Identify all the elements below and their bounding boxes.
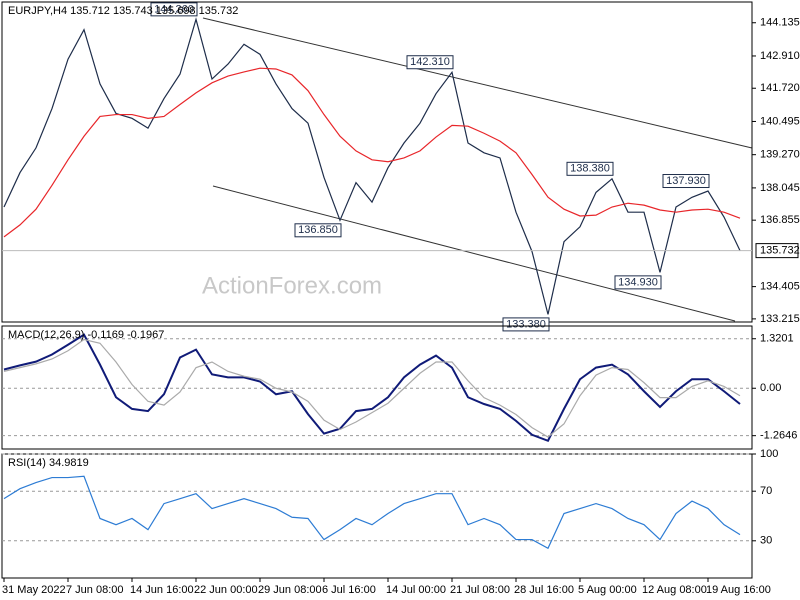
series-line <box>3 67 741 238</box>
y-tick-label: 142.910 <box>760 50 800 62</box>
x-tick-label: 21 Jul 08:00 <box>450 584 510 596</box>
y-tick-label: 134.405 <box>760 281 800 293</box>
x-tick-label: 7 Jun 08:00 <box>66 584 124 596</box>
price-label: 136.850 <box>298 224 338 236</box>
price-label-box <box>614 275 662 290</box>
y-tick-label: 70 <box>760 485 772 497</box>
y-tick-label: 30 <box>760 535 772 547</box>
price-label-box <box>566 161 614 176</box>
price-label: 144.260 <box>154 3 194 15</box>
watermark: ActionForex.com <box>202 272 382 299</box>
price-label-box <box>502 317 550 332</box>
price-label: 138.380 <box>570 163 610 175</box>
y-tick-label: 140.495 <box>760 115 800 127</box>
y-tick-label: 133.215 <box>760 313 800 325</box>
series-line <box>3 17 741 315</box>
price-label-box <box>662 174 710 189</box>
price-label-box <box>406 55 454 70</box>
x-tick-label: 6 Jul 16:00 <box>322 584 376 596</box>
series-line <box>3 333 741 443</box>
x-tick-label: 29 Jun 08:00 <box>258 584 322 596</box>
price-label: 137.930 <box>666 175 706 187</box>
x-tick-label: 28 Jul 16:00 <box>514 584 574 596</box>
y-tick-label: 100 <box>760 448 778 460</box>
y-tick-label: 141.720 <box>760 82 800 94</box>
current-price-box <box>755 243 799 259</box>
y-tick-label: 139.270 <box>760 149 800 161</box>
panel-frame <box>1 325 753 450</box>
channel-line <box>202 17 753 149</box>
x-tick-label: 14 Jun 16:00 <box>130 584 194 596</box>
panel-title: EURJPY,H4 135.712 135.743 135.698 135.73… <box>8 5 238 17</box>
price-label: 133.380 <box>506 318 546 330</box>
price-label: 134.930 <box>618 276 658 288</box>
channel-line <box>212 185 736 322</box>
panel-frame <box>1 1 753 323</box>
x-tick-label: 5 Aug 00:00 <box>578 584 637 596</box>
y-tick-label: 0.00 <box>760 382 781 394</box>
price-label-box <box>294 223 342 238</box>
price-label-box <box>150 2 198 17</box>
y-tick-label: 144.135 <box>760 17 800 29</box>
panel-title: RSI(14) 34.9819 <box>8 457 89 469</box>
y-tick-label: -1.2646 <box>760 430 797 442</box>
panel-title: MACD(12,26,9) -0.1169 -0.1967 <box>8 329 164 341</box>
y-tick-label: 1.3201 <box>760 333 794 345</box>
y-tick-label: 136.855 <box>760 214 800 226</box>
current-price: 135.732 <box>760 245 800 257</box>
x-tick-label: 31 May 2022 <box>2 584 66 596</box>
x-tick-label: 19 Aug 16:00 <box>706 584 771 596</box>
series-line <box>3 475 741 550</box>
y-tick-label: 138.045 <box>760 182 800 194</box>
x-tick-label: 22 Jun 00:00 <box>194 584 258 596</box>
price-label: 142.310 <box>410 56 450 68</box>
panel-frame <box>1 453 753 579</box>
x-tick-label: 12 Aug 08:00 <box>642 584 707 596</box>
x-tick-label: 14 Jul 00:00 <box>386 584 446 596</box>
series-line <box>3 338 741 438</box>
